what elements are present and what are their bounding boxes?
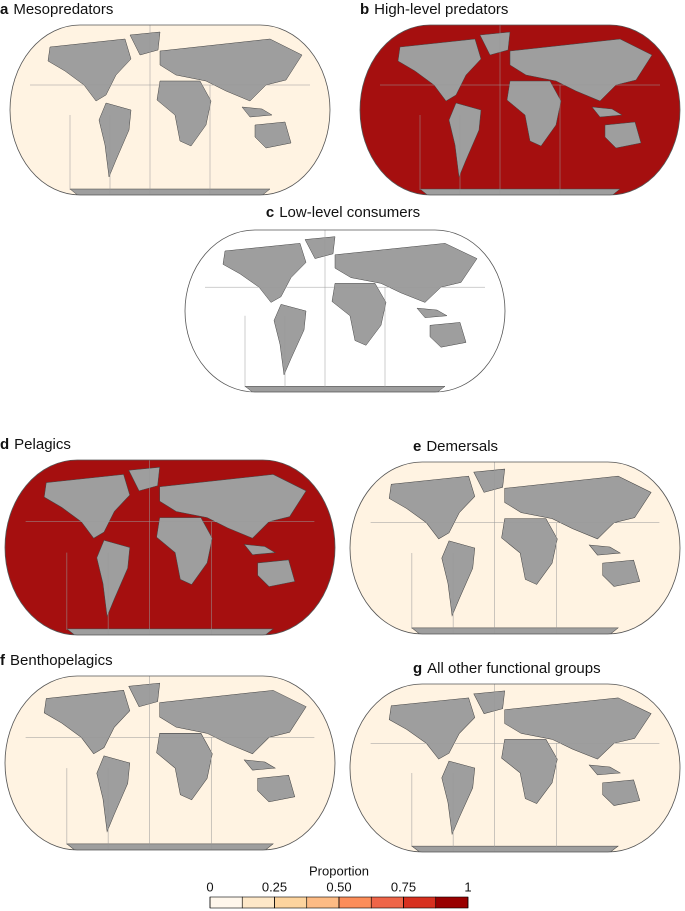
panel-title: f Benthopelagics — [0, 652, 113, 669]
map-outline — [359, 24, 681, 196]
map-outline — [184, 229, 506, 393]
map-outline — [9, 24, 331, 196]
panel-name: Low-level consumers — [279, 204, 420, 221]
panel-letter: c — [266, 204, 274, 221]
panel-letter: a — [0, 1, 9, 18]
map — [4, 675, 336, 851]
legend-swatch — [370, 896, 404, 909]
map — [359, 24, 681, 196]
panel-letter: g — [413, 660, 422, 677]
legend-tick-label: 0.25 — [262, 879, 287, 894]
panel-title: e Demersals — [413, 438, 498, 455]
panel-title: c Low-level consumers — [266, 204, 420, 221]
map-outline — [4, 675, 336, 851]
panel-name: All other functional groups — [427, 660, 600, 677]
legend-tick-label: 0.75 — [391, 879, 416, 894]
panel-letter: e — [413, 438, 421, 455]
legend-tick-label: 0 — [206, 879, 213, 894]
legend-title: Proportion — [309, 863, 369, 878]
legend-swatch — [241, 896, 275, 909]
legend-swatch — [403, 896, 437, 909]
map — [349, 461, 681, 635]
panel-name: Demersals — [426, 438, 498, 455]
panel-title: a Mesopredators — [0, 1, 113, 18]
legend-tick-label: 1 — [464, 879, 471, 894]
panel-title: g All other functional groups — [413, 660, 601, 677]
panel-name: Pelagics — [14, 436, 71, 453]
panel-title: d Pelagics — [0, 436, 71, 453]
legend-tick-label: 0.50 — [326, 879, 351, 894]
panel-name: Benthopelagics — [10, 652, 113, 669]
legend-swatch — [209, 896, 243, 909]
map — [184, 229, 506, 393]
map — [4, 459, 336, 636]
legend-swatch — [338, 896, 372, 909]
legend-swatch — [435, 896, 469, 909]
legend-swatch — [306, 896, 340, 909]
panel-name: High-level predators — [374, 1, 508, 18]
map-outline — [349, 683, 681, 853]
map-outline — [4, 459, 336, 636]
panel-title: b High-level predators — [360, 1, 508, 18]
map — [349, 683, 681, 853]
legend-swatch — [274, 896, 308, 909]
panel-letter: d — [0, 436, 9, 453]
panel-letter: b — [360, 1, 369, 18]
panel-name: Mesopredators — [13, 1, 113, 18]
panel-letter: f — [0, 652, 6, 669]
map — [9, 24, 331, 196]
